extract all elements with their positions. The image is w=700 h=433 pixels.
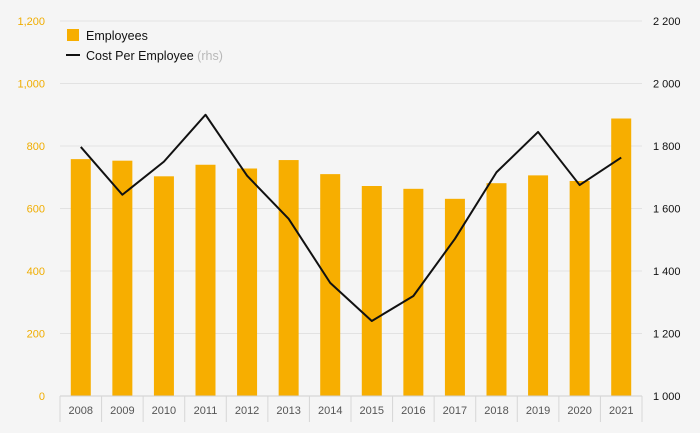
bar-employees	[569, 181, 590, 396]
bar-employees	[361, 186, 382, 396]
bar-employees	[528, 175, 549, 396]
bar-employees	[70, 159, 91, 396]
bar-employees	[112, 160, 133, 396]
x-tick-label: 2012	[235, 405, 259, 417]
bar-employees	[444, 198, 465, 396]
y-left-tick-label: 1,200	[17, 16, 45, 28]
y-left-tick-label: 600	[27, 204, 45, 216]
bar-employees	[486, 183, 507, 396]
y-left-tick-label: 1,000	[17, 79, 45, 91]
y-left-tick-label: 0	[39, 391, 45, 403]
y-left-tick-label: 400	[27, 266, 45, 278]
x-tick-label: 2018	[484, 405, 508, 417]
y-right-tick-label: 2 200	[653, 16, 681, 28]
legend-label-employees: Employees	[86, 29, 148, 43]
bar-employees	[320, 174, 341, 396]
bar-employees	[403, 188, 424, 396]
legend-label-cost-per-employee-name: Cost Per Employee	[86, 49, 197, 63]
y-left-tick-label: 200	[27, 329, 45, 341]
bar-employees	[153, 176, 174, 396]
x-tick-label: 2013	[276, 405, 300, 417]
x-tick-label: 2016	[401, 405, 425, 417]
y-right-tick-label: 1 600	[653, 204, 681, 216]
bar-employees	[195, 164, 216, 396]
line-cost-per-employee	[80, 113, 622, 322]
x-tick-label: 2009	[110, 405, 134, 417]
bar-employees	[611, 118, 632, 396]
bar-employees	[237, 168, 258, 396]
x-tick-label: 2017	[443, 405, 467, 417]
y-right-tick-label: 1 000	[653, 391, 681, 403]
y-right-tick-label: 1 200	[653, 329, 681, 341]
x-tick-label: 2014	[318, 405, 342, 417]
x-tick-label: 2021	[609, 405, 633, 417]
y-right-tick-label: 2 000	[653, 79, 681, 91]
y-right-tick-label: 1 400	[653, 266, 681, 278]
legend-swatch-employees	[67, 29, 79, 41]
legend-label-rhs-suffix: (rhs)	[197, 49, 223, 63]
x-tick-label: 2015	[360, 405, 384, 417]
x-tick-label: 2020	[567, 405, 591, 417]
bar-employees	[278, 160, 299, 396]
y-right-tick-label: 1 800	[653, 141, 681, 153]
legend-label-cost-per-employee: Cost Per Employee (rhs)	[86, 49, 223, 63]
x-tick-label: 2019	[526, 405, 550, 417]
x-tick-label: 2008	[69, 405, 93, 417]
x-tick-label: 2011	[194, 405, 218, 417]
x-tick-label: 2010	[152, 405, 176, 417]
y-left-tick-label: 800	[27, 141, 45, 153]
